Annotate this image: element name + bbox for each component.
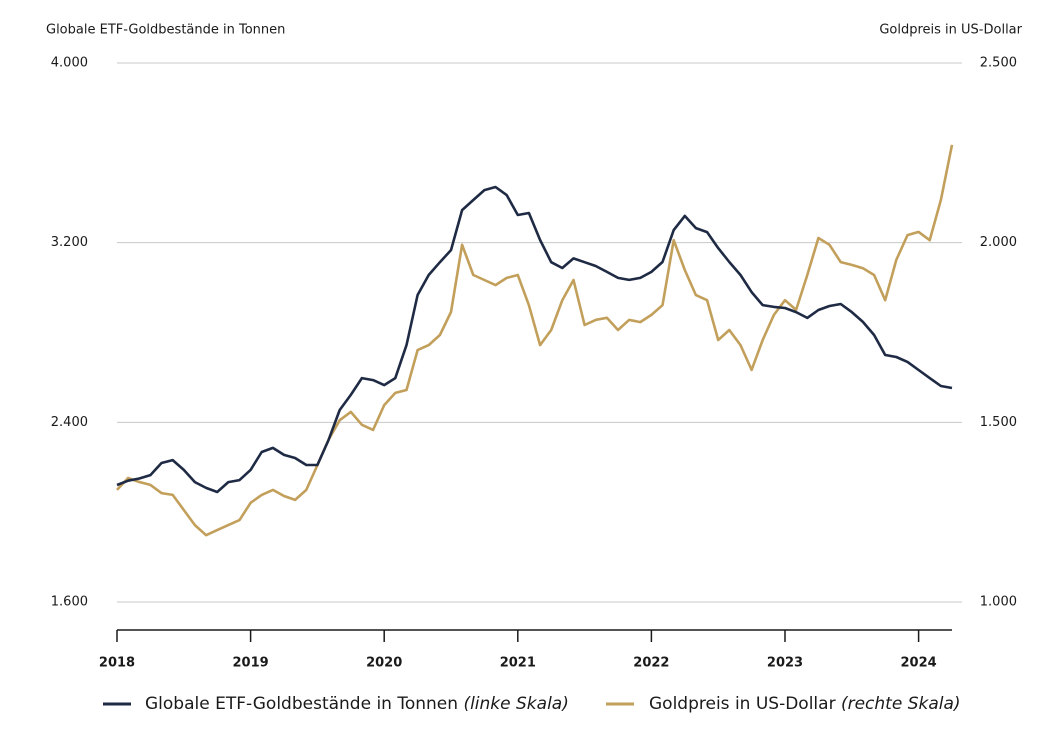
x-tick-label: 2021 [500, 656, 536, 671]
y2-tick-label: 2.500 [980, 56, 1017, 71]
x-tick-label: 2019 [233, 656, 269, 671]
y-tick-label: 1.600 [51, 595, 88, 610]
y2-tick-label: 2.000 [980, 235, 1017, 250]
legend-name: Goldpreis in US-Dollar [649, 694, 836, 714]
y-axis-title: Globale ETF-Goldbestände in Tonnen [46, 23, 285, 38]
y2-tick-label: 1.500 [980, 415, 1017, 430]
x-tick-label: 2023 [767, 656, 803, 671]
y-tick-label: 4.000 [51, 56, 88, 71]
legend-label: Globale ETF-Goldbestände in Tonnen (link… [145, 694, 569, 714]
y-tick-label: 3.200 [51, 235, 88, 250]
x-tick-label: 2020 [366, 656, 402, 671]
legend-name: Globale ETF-Goldbestände in Tonnen [145, 694, 458, 714]
x-tick-label: 2022 [633, 656, 669, 671]
legend: Globale ETF-Goldbestände in Tonnen (link… [103, 694, 961, 714]
series-line [116, 185, 953, 494]
x-tick-label: 2018 [99, 656, 135, 671]
y2-tick-label: 1.000 [980, 595, 1017, 610]
legend-label: Goldpreis in US-Dollar (rechte Skala) [649, 694, 961, 714]
y2-axis-title: Goldpreis in US-Dollar [879, 23, 1022, 38]
y-tick-label: 2.400 [51, 415, 88, 430]
series-line [116, 144, 954, 537]
x-tick-label: 2024 [901, 656, 937, 671]
legend-note: (rechte Skala) [841, 694, 961, 714]
legend-note: (linke Skala) [463, 694, 568, 714]
